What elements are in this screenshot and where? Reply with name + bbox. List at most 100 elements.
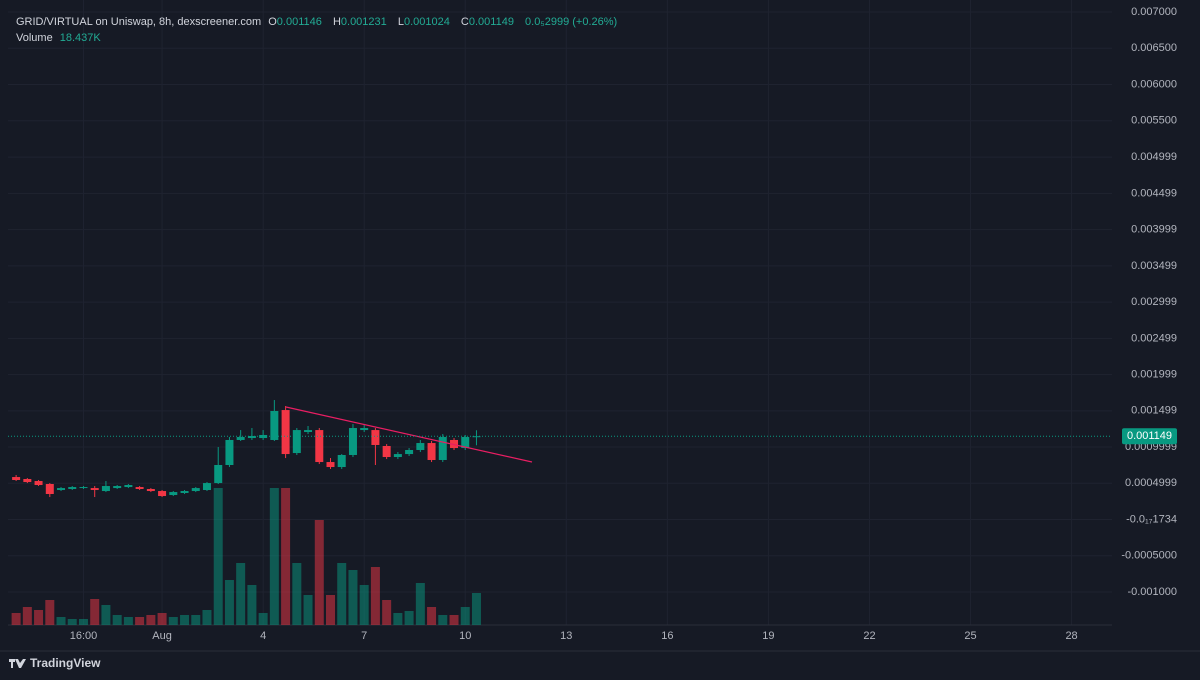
candle-body bbox=[315, 430, 324, 463]
volume-bar bbox=[281, 488, 291, 625]
candles bbox=[12, 400, 481, 498]
volume-bar bbox=[22, 607, 32, 625]
volume-bar bbox=[191, 615, 201, 625]
volume-bar bbox=[45, 600, 55, 625]
volume-bar bbox=[348, 570, 358, 625]
candle-body bbox=[146, 488, 155, 492]
volume-bar bbox=[337, 563, 347, 625]
title: GRID/VIRTUAL on Uniswap, 8h, dexscreener… bbox=[16, 16, 262, 28]
volume-bar bbox=[90, 599, 100, 625]
volume-bar bbox=[202, 610, 212, 625]
y-tick-label: 0.006500 bbox=[1131, 42, 1177, 54]
candle-body bbox=[169, 492, 178, 496]
candle-body bbox=[270, 410, 279, 440]
candle-body bbox=[34, 481, 43, 486]
candle-body bbox=[348, 428, 357, 455]
y-tick-label: -0.0₁₇1734 bbox=[1126, 513, 1177, 525]
y-tick-label: 0.007000 bbox=[1131, 6, 1177, 18]
volume-bar bbox=[157, 613, 167, 625]
volume-label: Volume bbox=[16, 32, 53, 44]
legend-header: GRID/VIRTUAL on Uniswap, 8h, dexscreener… bbox=[16, 14, 621, 46]
candle-body bbox=[202, 483, 211, 491]
candle-body bbox=[292, 430, 301, 454]
volume-bar bbox=[460, 607, 470, 625]
volume-bar bbox=[303, 595, 313, 625]
volume-bar bbox=[370, 567, 380, 625]
volume-bar bbox=[258, 613, 268, 625]
y-tick-label: 0.0004999 bbox=[1125, 477, 1177, 489]
candle-body bbox=[371, 430, 380, 445]
volume-bar bbox=[146, 615, 156, 625]
volume-bar bbox=[404, 611, 414, 625]
volume-bar bbox=[168, 617, 178, 625]
y-tick-label: 0.001999 bbox=[1131, 369, 1177, 381]
candle-body bbox=[405, 449, 414, 455]
volume-bar bbox=[67, 619, 77, 625]
x-tick-label: 25 bbox=[964, 630, 976, 642]
y-tick-label: 0.005500 bbox=[1131, 115, 1177, 127]
candle-body bbox=[101, 486, 110, 492]
candle-body bbox=[180, 491, 189, 493]
x-tick-label: 22 bbox=[863, 630, 875, 642]
volume-bar bbox=[326, 595, 336, 625]
logo-icon bbox=[9, 659, 26, 668]
volume-bar bbox=[236, 563, 246, 625]
candle-body bbox=[326, 462, 335, 468]
x-tick-label: 16 bbox=[661, 630, 673, 642]
candle-body bbox=[23, 478, 32, 483]
volume-bar bbox=[213, 488, 223, 625]
candle-body bbox=[416, 443, 425, 450]
candle-body bbox=[304, 430, 313, 433]
volume-bar bbox=[393, 613, 403, 625]
volume-bar bbox=[415, 583, 425, 625]
o-label: O bbox=[268, 16, 277, 28]
ohlc: O0.001146 bbox=[268, 16, 326, 28]
volume-bar bbox=[224, 580, 234, 625]
volume-bar bbox=[135, 617, 145, 625]
candle-body bbox=[225, 439, 234, 465]
volume-value: 18.437K bbox=[59, 32, 101, 44]
y-tick-label: 0.003999 bbox=[1131, 224, 1177, 236]
price-tag-label: 0.001149 bbox=[1127, 430, 1172, 442]
volume-bar bbox=[180, 615, 190, 625]
candle-body bbox=[57, 488, 66, 491]
y-tick-label: 0.003499 bbox=[1131, 260, 1177, 272]
y-tick-label: 0.004999 bbox=[1131, 151, 1177, 163]
volume-bar bbox=[78, 619, 88, 625]
y-tick-label: 0.001499 bbox=[1131, 405, 1177, 417]
candle-body bbox=[247, 435, 256, 439]
y-tick-label: 0.002499 bbox=[1131, 332, 1177, 344]
volume-bar bbox=[269, 488, 279, 625]
volume-bar bbox=[314, 520, 324, 625]
o-value: 0.001146 bbox=[276, 16, 322, 28]
candle-body bbox=[214, 464, 223, 484]
volume-bar bbox=[123, 617, 133, 625]
l-label: L bbox=[397, 16, 404, 28]
volume-bars bbox=[11, 488, 481, 625]
logo: TradingView bbox=[9, 656, 101, 670]
y-tick-label: 0.004499 bbox=[1131, 187, 1177, 199]
volume-bar bbox=[438, 615, 448, 625]
c-label: C bbox=[460, 16, 469, 28]
candle-body bbox=[427, 443, 436, 460]
candle-body bbox=[12, 477, 21, 481]
volume-bar bbox=[427, 607, 437, 625]
candle-body bbox=[360, 428, 369, 431]
y-tick-label: -0.001000 bbox=[1127, 586, 1177, 598]
volume-bar bbox=[359, 585, 369, 625]
price-tag bbox=[1122, 428, 1177, 445]
volume-bar bbox=[471, 592, 481, 625]
candle-body bbox=[68, 487, 77, 489]
y-tick-label: 0.002999 bbox=[1131, 296, 1177, 308]
volume-bar bbox=[247, 585, 257, 625]
volume-bar bbox=[112, 615, 122, 625]
candle-body bbox=[113, 486, 122, 489]
candle-body bbox=[461, 437, 470, 449]
h-value: 0.001231 bbox=[340, 16, 387, 28]
x-tick-label: 10 bbox=[459, 630, 471, 642]
h-label: H bbox=[332, 16, 341, 28]
change: 0.0₅2999 (+0.26%) bbox=[525, 16, 618, 28]
volume-bar bbox=[382, 600, 392, 625]
